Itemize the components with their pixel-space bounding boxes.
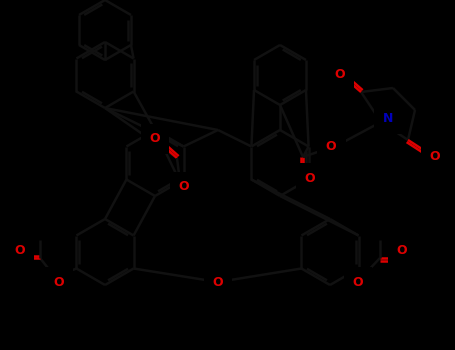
Text: O: O xyxy=(327,133,337,146)
Text: O: O xyxy=(353,275,363,288)
Text: O: O xyxy=(150,133,160,146)
Text: O: O xyxy=(430,149,440,162)
Text: O: O xyxy=(54,275,64,288)
Text: N: N xyxy=(383,112,393,126)
Text: O: O xyxy=(326,140,336,154)
Text: O: O xyxy=(305,172,315,184)
Text: O: O xyxy=(15,245,25,258)
Text: O: O xyxy=(179,181,189,194)
Text: O: O xyxy=(335,68,345,80)
Text: O: O xyxy=(212,275,223,288)
Text: O: O xyxy=(397,245,407,258)
